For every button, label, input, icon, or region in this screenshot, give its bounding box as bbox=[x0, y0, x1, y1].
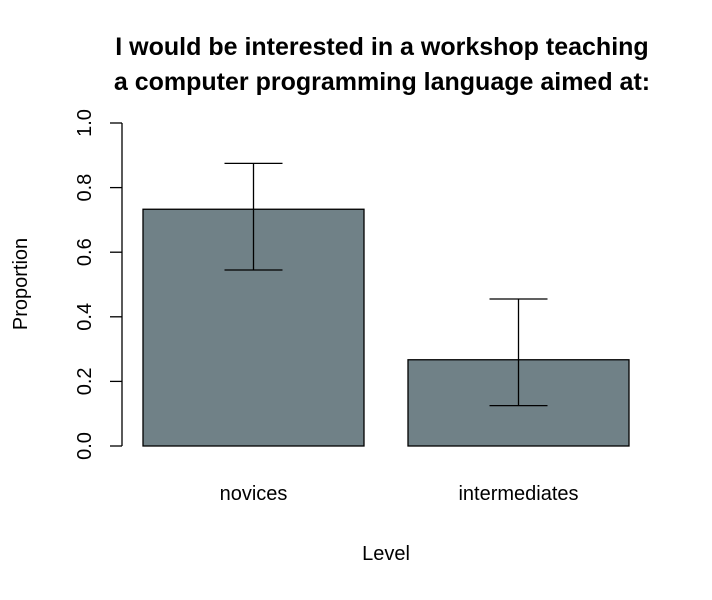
y-tick-label: 0.8 bbox=[74, 174, 96, 202]
error-bar-intermediates bbox=[489, 298, 548, 407]
error-bars bbox=[224, 162, 548, 407]
y-tick-label: 0.6 bbox=[74, 238, 96, 266]
y-tick-label: 0.4 bbox=[74, 303, 96, 331]
y-tick-label: 1.0 bbox=[74, 109, 96, 137]
y-tick-label: 0.0 bbox=[74, 432, 96, 460]
y-axis-label: Proportion bbox=[10, 238, 32, 330]
x-tick-label-intermediates: intermediates bbox=[458, 483, 578, 505]
error-bar-novices bbox=[224, 162, 283, 271]
chart-title-line-1: I would be interested in a workshop teac… bbox=[115, 33, 648, 61]
y-tick-label: 0.2 bbox=[74, 367, 96, 395]
x-axis-labels: novices intermediates bbox=[220, 483, 579, 505]
x-tick-label-novices: novices bbox=[220, 483, 288, 505]
x-axis-label: Level bbox=[362, 543, 410, 565]
chart-title-line-2: a computer programming language aimed at… bbox=[114, 68, 650, 96]
y-axis: 0.0 0.2 0.4 0.6 0.8 1.0 bbox=[74, 109, 123, 460]
bars bbox=[142, 208, 630, 447]
